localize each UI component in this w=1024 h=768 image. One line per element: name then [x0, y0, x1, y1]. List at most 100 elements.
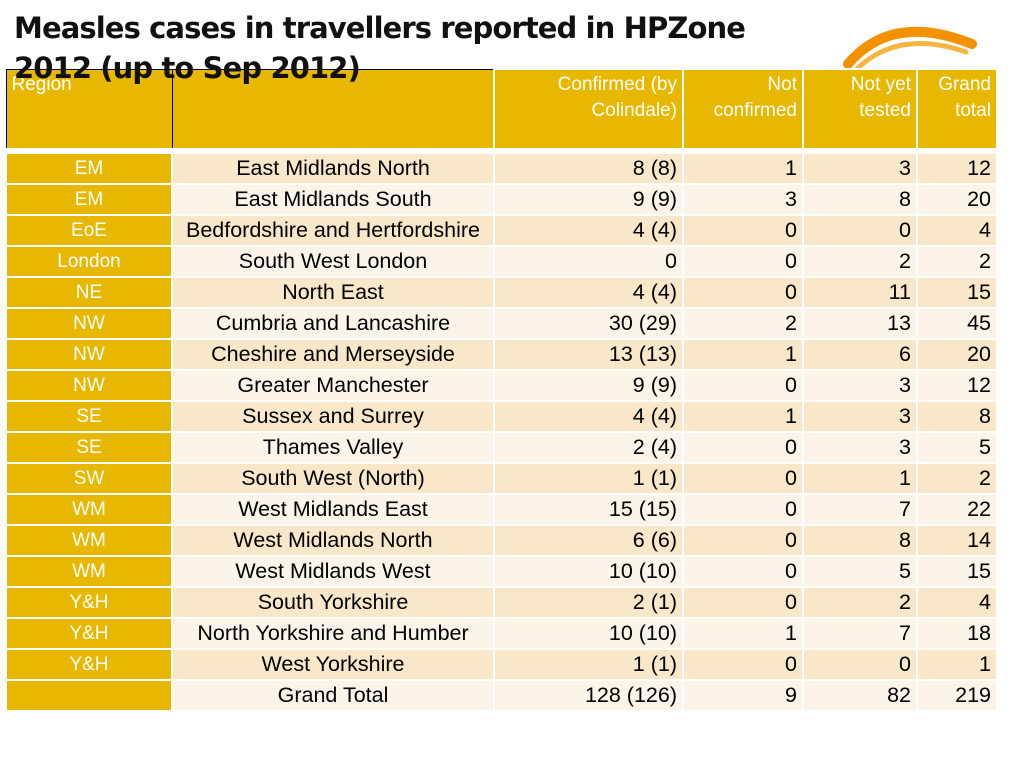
not-yet-tested-cell: 0: [802, 648, 918, 681]
region-cell: EM: [5, 150, 173, 185]
table-row: NW Greater Manchester 9 (9) 0 3 12: [5, 369, 998, 402]
grand-total-cell: 22: [916, 493, 998, 526]
table-row: SW South West (North) 1 (1) 0 1 2: [5, 462, 998, 495]
region-cell: SE: [5, 431, 173, 464]
region-cell: WM: [5, 555, 173, 588]
area-column-header: [171, 68, 495, 152]
region-cell: NW: [5, 369, 173, 402]
table-row: WM West Midlands North 6 (6) 0 8 14: [5, 524, 998, 557]
area-cell: West Midlands North: [171, 524, 495, 557]
confirmed-cell: 4 (4): [493, 214, 684, 247]
table-row: EoE Bedfordshire and Hertfordshire 4 (4) 0 0…: [5, 214, 998, 247]
not-yet-tested-cell: 3: [802, 431, 918, 464]
region-cell: [5, 679, 173, 712]
table-row: NW Cheshire and Merseyside 13 (13) 1 6 20: [5, 338, 998, 371]
table-row: Y&H West Yorkshire 1 (1) 0 0 1: [5, 648, 998, 681]
not-yet-tested-cell: 8: [802, 524, 918, 557]
not-yet-tested-column-header: Not yet tested: [802, 68, 918, 152]
table-row: Y&H North Yorkshire and Humber 10 (10) 1 7 18: [5, 617, 998, 650]
table-row: Y&H South Yorkshire 2 (1) 0 2 4: [5, 586, 998, 619]
table-row: NE North East 4 (4) 0 11 15: [5, 276, 998, 309]
grand-total-cell: 15: [916, 276, 998, 309]
area-cell: West Yorkshire: [171, 648, 495, 681]
area-cell: Sussex and Surrey: [171, 400, 495, 433]
health-protection-logo-icon: [830, 12, 990, 82]
not-yet-tested-cell: 6: [802, 338, 918, 371]
table-row: WM West Midlands West 10 (10) 0 5 15: [5, 555, 998, 588]
measles-cases-table: Region Confirmed (by Colindale) Not conf…: [5, 68, 998, 712]
not-confirmed-cell: 0: [682, 524, 804, 557]
region-cell: Y&H: [5, 648, 173, 681]
title-line-2: 2012 (up to Sep 2012): [14, 51, 361, 85]
grand-total-cell: 20: [916, 338, 998, 371]
grand-total-cell: 2: [916, 462, 998, 495]
not-confirmed-cell: 0: [682, 214, 804, 247]
confirmed-column-header: Confirmed (by Colindale): [493, 68, 684, 152]
area-cell: Thames Valley: [171, 431, 495, 464]
grand-total-cell: 18: [916, 617, 998, 650]
area-cell: South Yorkshire: [171, 586, 495, 619]
table-row: SE Sussex and Surrey 4 (4) 1 3 8: [5, 400, 998, 433]
region-cell: EoE: [5, 214, 173, 247]
confirmed-cell: 10 (10): [493, 555, 684, 588]
region-cell: SE: [5, 400, 173, 433]
confirmed-cell: 9 (9): [493, 369, 684, 402]
not-yet-tested-cell: 2: [802, 586, 918, 619]
not-yet-tested-cell: 13: [802, 307, 918, 340]
not-confirmed-cell: 1: [682, 150, 804, 185]
grand-total-cell: 14: [916, 524, 998, 557]
table-row: London South West London 0 0 2 2: [5, 245, 998, 278]
not-yet-tested-cell: 7: [802, 617, 918, 650]
not-confirmed-cell: 0: [682, 586, 804, 619]
grand-total-cell: 4: [916, 214, 998, 247]
not-yet-tested-cell: 8: [802, 183, 918, 216]
table-row: EM East Midlands South 9 (9) 3 8 20: [5, 183, 998, 216]
not-yet-tested-cell: 3: [802, 150, 918, 185]
confirmed-cell: 4 (4): [493, 400, 684, 433]
not-confirmed-cell: 0: [682, 648, 804, 681]
grand-total-cell: 12: [916, 150, 998, 185]
grand-total-cell: 12: [916, 369, 998, 402]
table-row: EM East Midlands North 8 (8) 1 3 12: [5, 150, 998, 185]
not-confirmed-cell: 1: [682, 338, 804, 371]
not-confirmed-cell: 1: [682, 400, 804, 433]
grand-total-cell: 2: [916, 245, 998, 278]
grand-total-row: Grand Total 128 (126) 9 82 219: [5, 679, 998, 712]
title-line-1: Measles cases in travellers reported in …: [14, 11, 746, 45]
confirmed-cell: 0: [493, 245, 684, 278]
area-cell: East Midlands North: [171, 150, 495, 185]
area-cell: Bedfordshire and Hertfordshire: [171, 214, 495, 247]
confirmed-cell: 13 (13): [493, 338, 684, 371]
area-cell: Cheshire and Merseyside: [171, 338, 495, 371]
region-column-header: Region: [5, 68, 173, 152]
not-yet-tested-cell: 7: [802, 493, 918, 526]
not-confirmed-cell: 0: [682, 493, 804, 526]
grand-total-cell: 20: [916, 183, 998, 216]
confirmed-cell: 2 (4): [493, 431, 684, 464]
not-confirmed-cell: 0: [682, 555, 804, 588]
area-cell: West Midlands West: [171, 555, 495, 588]
table-row: WM West Midlands East 15 (15) 0 7 22: [5, 493, 998, 526]
table-row: NW Cumbria and Lancashire 30 (29) 2 13 45: [5, 307, 998, 340]
not-yet-tested-cell: 3: [802, 369, 918, 402]
not-confirmed-cell: 0: [682, 369, 804, 402]
not-confirmed-cell: 0: [682, 276, 804, 309]
not-yet-tested-cell: 11: [802, 276, 918, 309]
not-yet-tested-cell: 0: [802, 214, 918, 247]
area-cell: North Yorkshire and Humber: [171, 617, 495, 650]
grand-total-cell: 8: [916, 400, 998, 433]
region-cell: NW: [5, 338, 173, 371]
not-confirmed-cell: 3: [682, 183, 804, 216]
area-cell: Grand Total: [171, 679, 495, 712]
region-cell: Y&H: [5, 586, 173, 619]
area-cell: North East: [171, 276, 495, 309]
region-cell: WM: [5, 524, 173, 557]
not-yet-tested-cell: 82: [802, 679, 918, 712]
region-cell: SW: [5, 462, 173, 495]
not-confirmed-column-header: Not confirmed: [682, 68, 804, 152]
area-cell: Greater Manchester: [171, 369, 495, 402]
area-cell: South West (North): [171, 462, 495, 495]
not-yet-tested-cell: 5: [802, 555, 918, 588]
area-cell: Cumbria and Lancashire: [171, 307, 495, 340]
region-cell: NE: [5, 276, 173, 309]
